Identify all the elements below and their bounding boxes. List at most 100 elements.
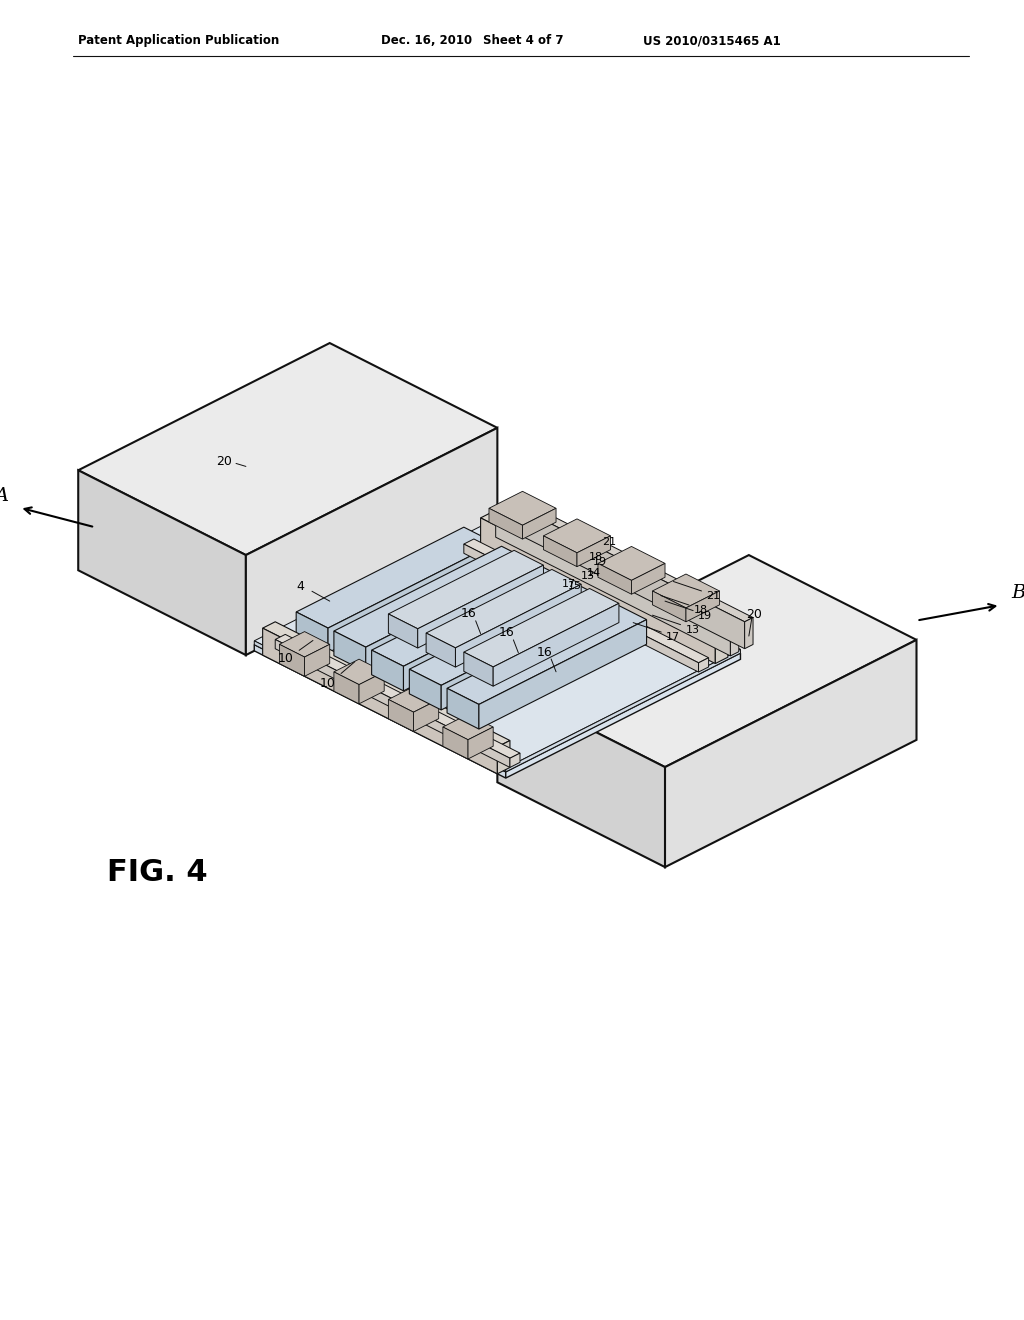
Polygon shape	[359, 672, 384, 704]
Polygon shape	[506, 649, 740, 772]
Polygon shape	[442, 727, 468, 759]
Polygon shape	[498, 556, 916, 767]
Polygon shape	[78, 470, 246, 655]
Polygon shape	[388, 614, 418, 648]
Polygon shape	[254, 523, 740, 768]
Polygon shape	[652, 574, 720, 609]
Polygon shape	[426, 634, 456, 667]
Polygon shape	[304, 644, 330, 676]
Polygon shape	[665, 640, 916, 867]
Polygon shape	[246, 428, 498, 655]
Text: 13: 13	[685, 624, 699, 635]
Polygon shape	[275, 639, 510, 767]
Text: Dec. 16, 2010: Dec. 16, 2010	[381, 34, 472, 48]
Polygon shape	[254, 640, 506, 772]
Polygon shape	[254, 525, 740, 772]
Polygon shape	[632, 564, 665, 594]
Polygon shape	[296, 527, 496, 628]
Polygon shape	[441, 601, 609, 710]
Polygon shape	[510, 754, 520, 767]
Text: Patent Application Publication: Patent Application Publication	[78, 34, 280, 48]
Polygon shape	[280, 631, 330, 657]
Polygon shape	[442, 714, 494, 739]
Text: 14: 14	[587, 568, 601, 578]
Polygon shape	[426, 569, 582, 648]
Polygon shape	[652, 591, 686, 622]
Text: 10: 10	[278, 652, 293, 665]
Polygon shape	[730, 636, 738, 656]
Polygon shape	[544, 536, 577, 566]
Polygon shape	[334, 672, 359, 704]
Polygon shape	[366, 562, 534, 672]
Text: B: B	[1011, 585, 1024, 602]
Text: 15: 15	[568, 581, 582, 591]
Polygon shape	[480, 517, 716, 664]
Polygon shape	[716, 630, 728, 664]
Text: 10: 10	[319, 677, 335, 690]
Polygon shape	[510, 503, 744, 648]
Polygon shape	[447, 688, 479, 729]
Polygon shape	[296, 612, 328, 652]
Text: 19: 19	[698, 611, 712, 620]
Polygon shape	[480, 512, 728, 636]
Text: A: A	[0, 487, 9, 504]
Polygon shape	[418, 565, 544, 648]
Polygon shape	[388, 686, 438, 713]
Polygon shape	[464, 539, 709, 663]
Polygon shape	[414, 700, 438, 731]
Polygon shape	[280, 644, 304, 676]
Text: 13: 13	[581, 572, 595, 581]
Polygon shape	[372, 565, 571, 667]
Polygon shape	[456, 585, 582, 667]
Polygon shape	[447, 603, 646, 705]
Polygon shape	[598, 546, 665, 581]
Polygon shape	[334, 546, 534, 647]
Polygon shape	[498, 741, 510, 774]
Text: US 2010/0315465 A1: US 2010/0315465 A1	[643, 34, 781, 48]
Polygon shape	[489, 491, 556, 525]
Text: 4: 4	[296, 579, 304, 593]
Text: 16: 16	[499, 627, 514, 639]
Text: 20: 20	[216, 455, 232, 469]
Polygon shape	[496, 521, 730, 656]
Text: 17: 17	[667, 632, 680, 642]
Polygon shape	[410, 669, 441, 710]
Text: 21: 21	[707, 591, 721, 601]
Polygon shape	[262, 628, 498, 774]
Polygon shape	[598, 564, 632, 594]
Polygon shape	[544, 519, 610, 553]
Polygon shape	[522, 508, 556, 539]
Polygon shape	[698, 657, 709, 672]
Text: 19: 19	[593, 557, 607, 568]
Polygon shape	[744, 618, 753, 648]
Polygon shape	[464, 589, 618, 667]
Polygon shape	[410, 585, 609, 685]
Polygon shape	[496, 517, 738, 640]
Text: FIG. 4: FIG. 4	[106, 858, 208, 887]
Text: 18: 18	[694, 605, 708, 615]
Polygon shape	[686, 591, 720, 622]
Polygon shape	[262, 622, 510, 747]
Polygon shape	[334, 631, 366, 672]
Polygon shape	[498, 682, 665, 867]
Text: 16: 16	[537, 645, 552, 659]
Polygon shape	[78, 343, 498, 556]
Polygon shape	[464, 652, 494, 686]
Polygon shape	[372, 651, 403, 690]
Polygon shape	[388, 550, 544, 628]
Polygon shape	[468, 727, 494, 759]
Polygon shape	[328, 544, 496, 652]
Polygon shape	[388, 700, 414, 731]
Polygon shape	[489, 508, 522, 539]
Polygon shape	[494, 603, 618, 686]
Text: 21: 21	[602, 537, 615, 548]
Polygon shape	[506, 653, 740, 777]
Text: 18: 18	[589, 552, 603, 561]
Polygon shape	[510, 499, 753, 622]
Polygon shape	[275, 635, 520, 758]
Text: 16: 16	[461, 607, 476, 620]
Text: 17: 17	[561, 578, 575, 589]
Polygon shape	[464, 544, 698, 672]
Polygon shape	[479, 619, 646, 729]
Polygon shape	[334, 659, 384, 685]
